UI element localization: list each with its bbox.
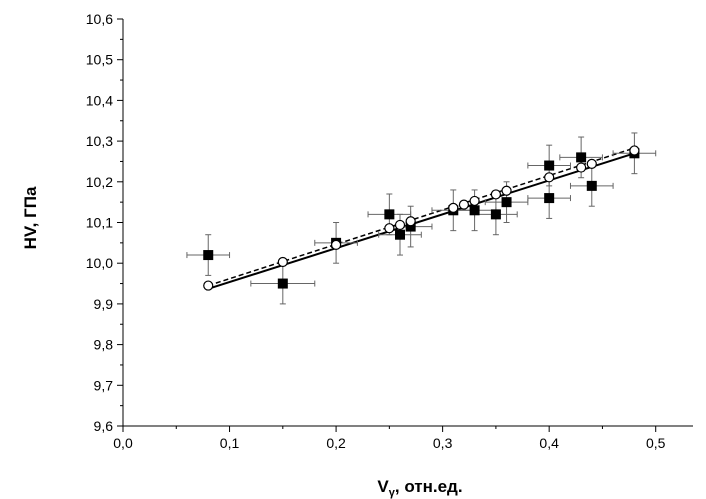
circle-marker [469,195,480,207]
y-tick-label: 9,8 [94,337,114,353]
circle-marker [576,162,587,173]
solid-fit-line [207,152,635,290]
circle-marker [448,202,459,213]
x-axis-title: Vγ, отн.ед. [377,477,462,499]
y-tick-label: 10,2 [86,174,113,190]
circle-marker [458,199,470,210]
x-tick-label: 0,0 [113,435,133,451]
circle-marker [490,189,501,200]
square-marker [586,180,597,191]
circle-marker [501,185,512,196]
y-tick-label: 10,6 [86,11,113,27]
circle-marker [629,145,640,156]
circle-marker [384,223,395,234]
square-marker [395,229,406,240]
y-tick-label: 10,4 [86,92,113,108]
circle-marker [203,280,214,291]
square-marker [277,278,288,289]
square-marker [501,197,512,208]
circle-marker [277,256,288,268]
y-tick-label: 9,7 [94,377,114,393]
x-axis-title-subscript: γ [389,487,396,499]
x-tick-label: 0,3 [433,435,453,451]
dashed-fit-line [208,147,635,287]
square-marker [203,250,214,261]
circle-marker [394,219,406,231]
axes: 0,0 0,1 0,2 0,3 0,4 0,5 9,6 9,7 9,8 9,9 10,0 10,1 10… [86,11,693,451]
x-axis-title-suffix: , отн.ед. [395,477,463,496]
y-axis-title: HV, ГПа [21,186,40,249]
circle-marker [544,172,555,183]
y-tick-label: 10,5 [86,52,113,68]
square-marker [469,205,480,216]
x-tick-label: 0,1 [220,435,240,451]
x-tick-label: 0,5 [646,435,666,451]
x-tick-label: 0,4 [539,435,559,451]
x-axis-title-main: V [377,477,389,496]
plot-area [186,132,657,305]
y-tick-label: 10,3 [86,133,113,149]
square-marker [544,160,555,171]
circle-marker [405,216,416,227]
y-tick-label: 10,1 [86,215,113,231]
square-marker [576,152,587,163]
circle-marker [586,158,597,169]
square-marker [384,209,395,220]
y-tick-label: 9,6 [94,418,114,434]
y-tick-label: 10,0 [86,255,113,271]
square-marker [490,209,501,220]
y-tick-label: 9,9 [94,296,114,312]
square-marker [405,221,416,232]
circle-marker [330,239,342,250]
x-tick-label: 0,2 [326,435,346,451]
square-marker [544,193,555,204]
